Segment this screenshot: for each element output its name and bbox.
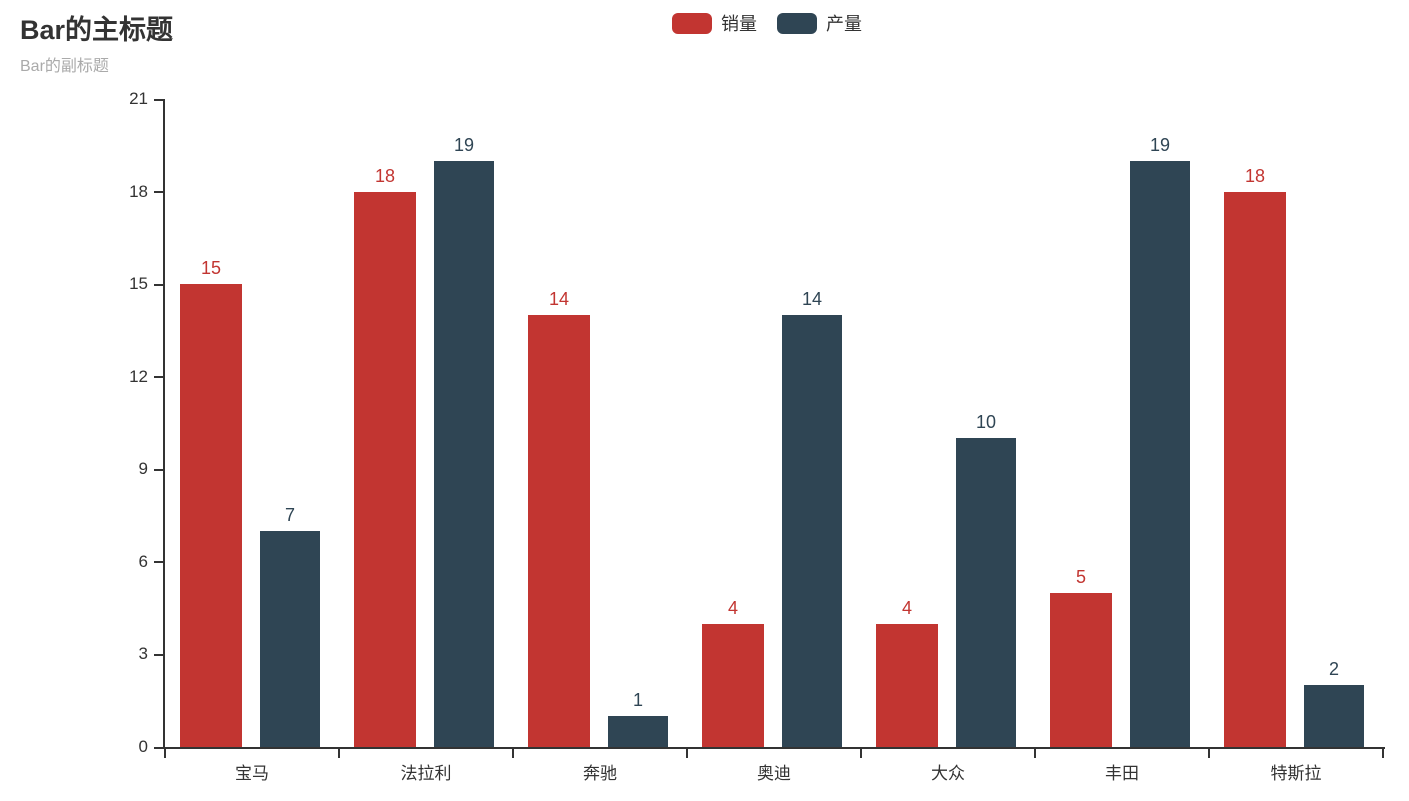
bar-value-label: 7 <box>284 505 296 525</box>
x-axis-label: 法拉利 <box>400 764 452 783</box>
bar-value-label: 2 <box>1328 659 1340 680</box>
y-axis-label: 0 <box>138 737 148 756</box>
x-tick <box>512 749 514 758</box>
y-axis-line <box>163 99 165 749</box>
bar[interactable] <box>782 315 842 747</box>
bar[interactable] <box>260 531 320 747</box>
x-axis-label: 大众 <box>931 764 965 783</box>
x-axis-label: 丰田 <box>1105 764 1139 783</box>
y-tick <box>154 191 163 194</box>
bar[interactable] <box>434 160 494 747</box>
x-tick <box>860 749 862 758</box>
bar[interactable] <box>702 623 764 747</box>
x-axis-line <box>163 747 1385 749</box>
legend-item-production[interactable]: 产量 <box>777 10 862 36</box>
x-axis-label: 宝马 <box>235 764 269 783</box>
bar-value-label: 19 <box>1149 134 1171 155</box>
y-tick <box>154 98 163 101</box>
y-axis-label: 12 <box>129 366 148 386</box>
legend-label-production: 产量 <box>826 14 862 34</box>
x-axis-label: 特斯拉 <box>1270 764 1322 783</box>
x-tick <box>686 749 688 758</box>
bar-value-label: 18 <box>374 165 396 186</box>
y-axis-label: 21 <box>129 89 148 108</box>
y-tick <box>154 468 163 471</box>
bar-value-label: 15 <box>200 258 222 279</box>
legend-item-sales[interactable]: 销量 <box>672 10 757 36</box>
y-tick <box>154 376 163 379</box>
x-axis-label: 奔驰 <box>583 764 617 783</box>
y-axis-label: 15 <box>129 274 148 294</box>
bar[interactable] <box>1304 685 1364 747</box>
y-axis-label: 9 <box>138 459 148 479</box>
bar-value-label: 14 <box>548 289 570 309</box>
bar[interactable] <box>1224 191 1286 747</box>
x-axis-label: 奥迪 <box>757 764 791 783</box>
bar[interactable] <box>876 623 938 747</box>
y-tick <box>154 561 163 564</box>
y-axis-label: 18 <box>129 181 148 201</box>
y-axis-label: 6 <box>138 551 148 571</box>
bar[interactable] <box>354 191 416 747</box>
bar[interactable] <box>608 716 668 747</box>
y-tick <box>154 746 163 749</box>
bar[interactable] <box>1130 160 1190 747</box>
bar-value-label: 4 <box>901 597 913 618</box>
x-tick <box>164 749 166 758</box>
bar-value-label: 1 <box>632 690 644 711</box>
x-tick <box>338 749 340 758</box>
bar-value-label: 10 <box>975 412 997 433</box>
legend-marker-sales-icon <box>672 12 712 34</box>
chart-title: Bar的主标题 <box>20 15 174 45</box>
legend: 销量 产量 <box>672 10 862 36</box>
legend-marker-production-icon <box>777 12 817 34</box>
x-tick <box>1382 749 1384 758</box>
bar-value-label: 18 <box>1244 165 1266 186</box>
bar[interactable] <box>180 284 242 747</box>
chart-subtitle: Bar的副标题 <box>20 58 109 75</box>
legend-label-sales: 销量 <box>721 14 757 34</box>
x-tick <box>1208 749 1210 758</box>
y-tick <box>154 283 163 286</box>
bar-value-label: 5 <box>1075 566 1087 587</box>
bar[interactable] <box>528 315 590 747</box>
x-tick <box>1034 749 1036 758</box>
y-tick <box>154 653 163 656</box>
bar-value-label: 4 <box>727 597 739 618</box>
bar-value-label: 14 <box>801 289 823 309</box>
y-axis-label: 3 <box>138 644 148 664</box>
bar[interactable] <box>956 438 1016 747</box>
bar[interactable] <box>1050 592 1112 747</box>
bar-value-label: 19 <box>453 134 475 155</box>
